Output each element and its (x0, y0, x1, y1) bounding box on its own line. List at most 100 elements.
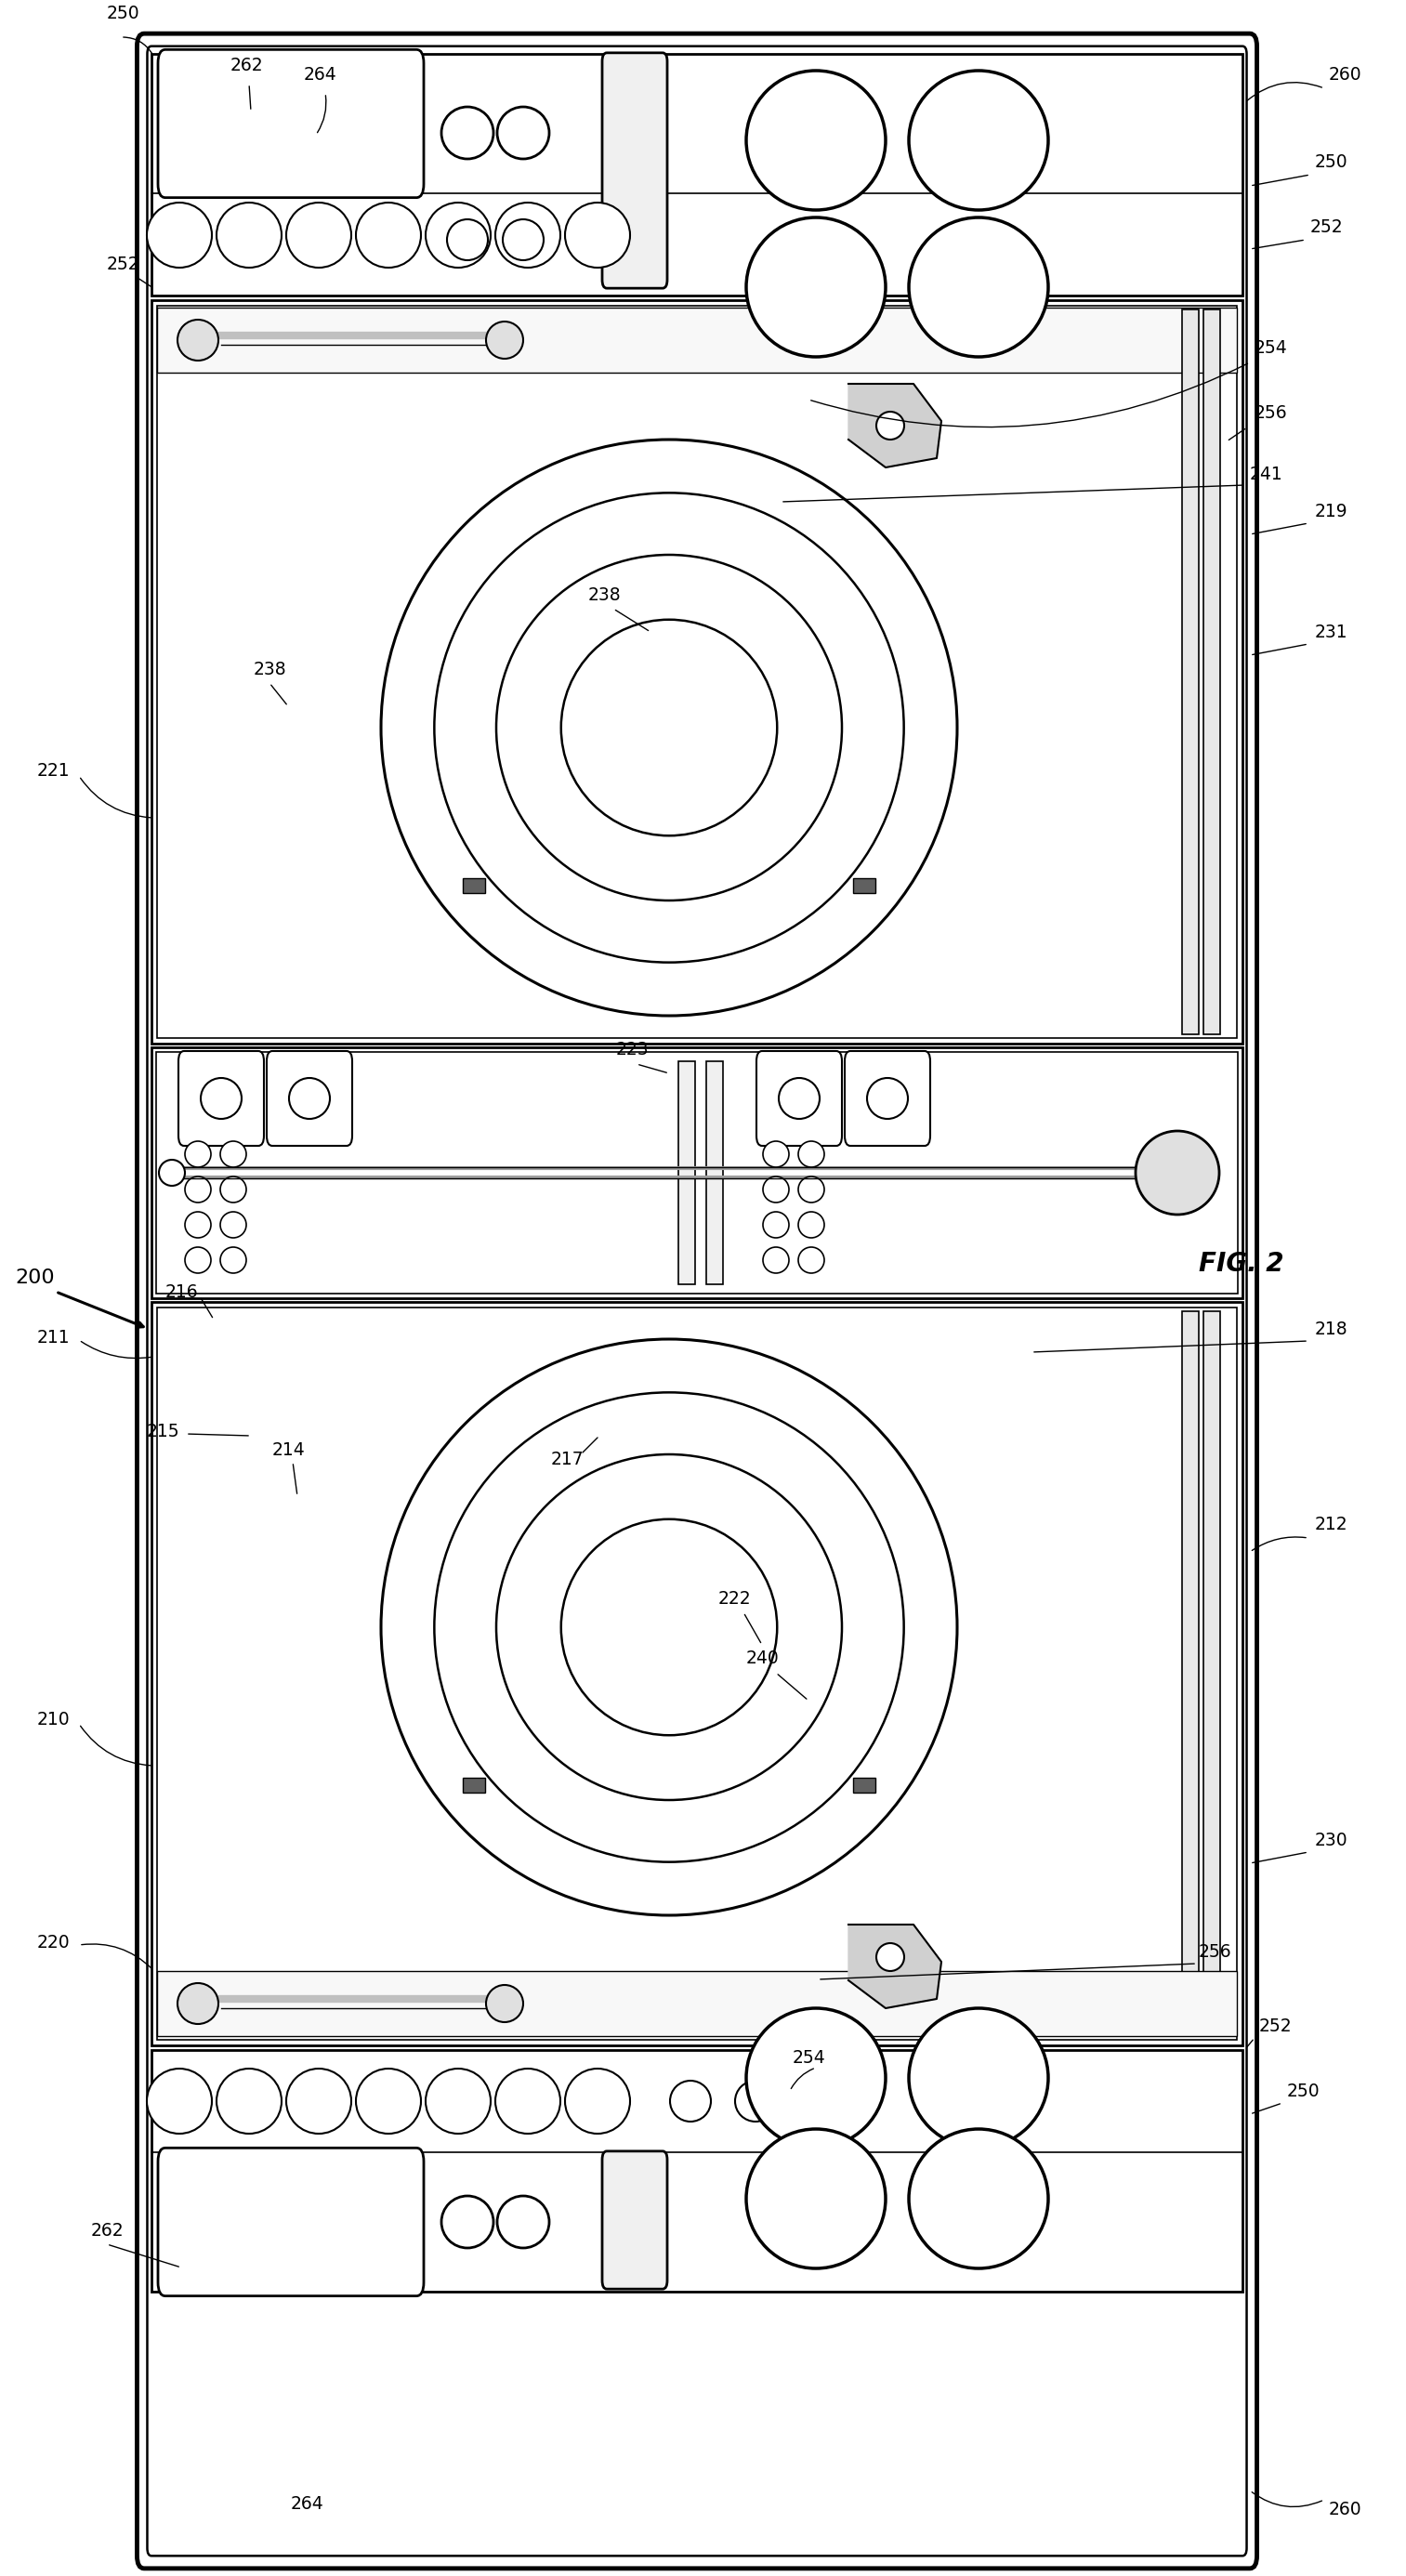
FancyBboxPatch shape (148, 46, 1247, 2555)
Text: 218: 218 (1315, 1319, 1348, 1337)
Ellipse shape (434, 492, 904, 963)
Text: 212: 212 (1315, 1515, 1348, 1533)
Ellipse shape (186, 1211, 211, 1239)
Text: 264: 264 (304, 64, 337, 82)
Ellipse shape (159, 1159, 186, 1185)
Ellipse shape (426, 2069, 491, 2133)
Ellipse shape (565, 204, 630, 268)
Ellipse shape (747, 2009, 886, 2148)
Text: 215: 215 (146, 1422, 179, 1440)
Text: 252: 252 (1260, 2017, 1292, 2035)
Bar (152, 1301, 1243, 2045)
Ellipse shape (799, 1247, 824, 1273)
Ellipse shape (495, 2069, 561, 2133)
Ellipse shape (747, 2128, 886, 2269)
Text: 256: 256 (1254, 404, 1288, 422)
Text: 254: 254 (792, 2050, 825, 2066)
Ellipse shape (747, 216, 886, 358)
Ellipse shape (287, 2069, 352, 2133)
Ellipse shape (356, 2069, 420, 2133)
Ellipse shape (217, 204, 281, 268)
Text: 221: 221 (37, 762, 70, 781)
Ellipse shape (561, 621, 778, 835)
Ellipse shape (221, 1141, 246, 1167)
Bar (157, 307, 1237, 374)
Ellipse shape (486, 322, 523, 358)
Bar (157, 1971, 1237, 2035)
Ellipse shape (381, 1340, 957, 1917)
Text: 262: 262 (229, 57, 263, 75)
Text: 260: 260 (1329, 64, 1362, 82)
Text: 230: 230 (1315, 1832, 1348, 1850)
FancyBboxPatch shape (756, 1051, 842, 1146)
Bar (1204, 1311, 1220, 2035)
Ellipse shape (763, 1177, 789, 1203)
FancyBboxPatch shape (602, 54, 668, 289)
Ellipse shape (876, 412, 904, 440)
Ellipse shape (441, 106, 494, 160)
Ellipse shape (441, 2195, 494, 2249)
Bar (1182, 1311, 1199, 2035)
Text: 250: 250 (1286, 2081, 1320, 2099)
Bar (706, 1061, 723, 1285)
Ellipse shape (434, 1394, 904, 1862)
Polygon shape (848, 1924, 942, 2009)
Ellipse shape (177, 319, 218, 361)
Ellipse shape (186, 1141, 211, 1167)
Ellipse shape (146, 2069, 212, 2133)
Ellipse shape (747, 70, 886, 211)
Text: 252: 252 (1310, 219, 1343, 237)
Text: 254: 254 (1254, 340, 1288, 358)
FancyBboxPatch shape (845, 1051, 931, 1146)
Text: 223: 223 (616, 1041, 648, 1059)
Text: 238: 238 (253, 659, 285, 677)
Ellipse shape (565, 2069, 630, 2133)
Bar (463, 1777, 485, 1793)
Ellipse shape (381, 440, 957, 1015)
Ellipse shape (498, 106, 550, 160)
Text: 252: 252 (107, 255, 141, 273)
Text: 264: 264 (290, 2496, 323, 2514)
Ellipse shape (447, 219, 488, 260)
Ellipse shape (1136, 1131, 1219, 1216)
Ellipse shape (177, 1984, 218, 2025)
Text: 231: 231 (1315, 623, 1348, 641)
Ellipse shape (356, 204, 420, 268)
Ellipse shape (735, 2081, 776, 2123)
Ellipse shape (287, 204, 352, 268)
Ellipse shape (799, 1177, 824, 1203)
Bar (1182, 309, 1199, 1036)
Ellipse shape (186, 1177, 211, 1203)
Bar (152, 2050, 1243, 2293)
Ellipse shape (799, 1211, 824, 1239)
Ellipse shape (671, 2081, 711, 2123)
Ellipse shape (496, 554, 842, 902)
Ellipse shape (908, 2128, 1049, 2269)
Ellipse shape (561, 1520, 778, 1736)
Ellipse shape (799, 1141, 824, 1167)
Bar (853, 878, 876, 894)
Text: 219: 219 (1315, 502, 1348, 520)
Bar (152, 54, 1243, 296)
Ellipse shape (908, 2009, 1049, 2148)
FancyBboxPatch shape (157, 49, 423, 198)
Text: 211: 211 (37, 1329, 70, 1347)
Text: FIG. 2: FIG. 2 (1199, 1252, 1284, 1278)
Bar (157, 1309, 1237, 2040)
Ellipse shape (221, 1247, 246, 1273)
Ellipse shape (426, 204, 491, 268)
Text: 256: 256 (1199, 1942, 1232, 1960)
Polygon shape (848, 384, 942, 466)
Ellipse shape (290, 1077, 330, 1118)
Bar (463, 878, 485, 894)
Ellipse shape (221, 1211, 246, 1239)
Ellipse shape (186, 1247, 211, 1273)
Ellipse shape (876, 1942, 904, 1971)
Bar (156, 1051, 1237, 1293)
Ellipse shape (221, 1177, 246, 1203)
Text: 200: 200 (15, 1267, 55, 1288)
Bar (157, 307, 1237, 1038)
Text: 216: 216 (165, 1283, 198, 1301)
Text: 250: 250 (107, 5, 141, 23)
Bar (853, 1777, 876, 1793)
